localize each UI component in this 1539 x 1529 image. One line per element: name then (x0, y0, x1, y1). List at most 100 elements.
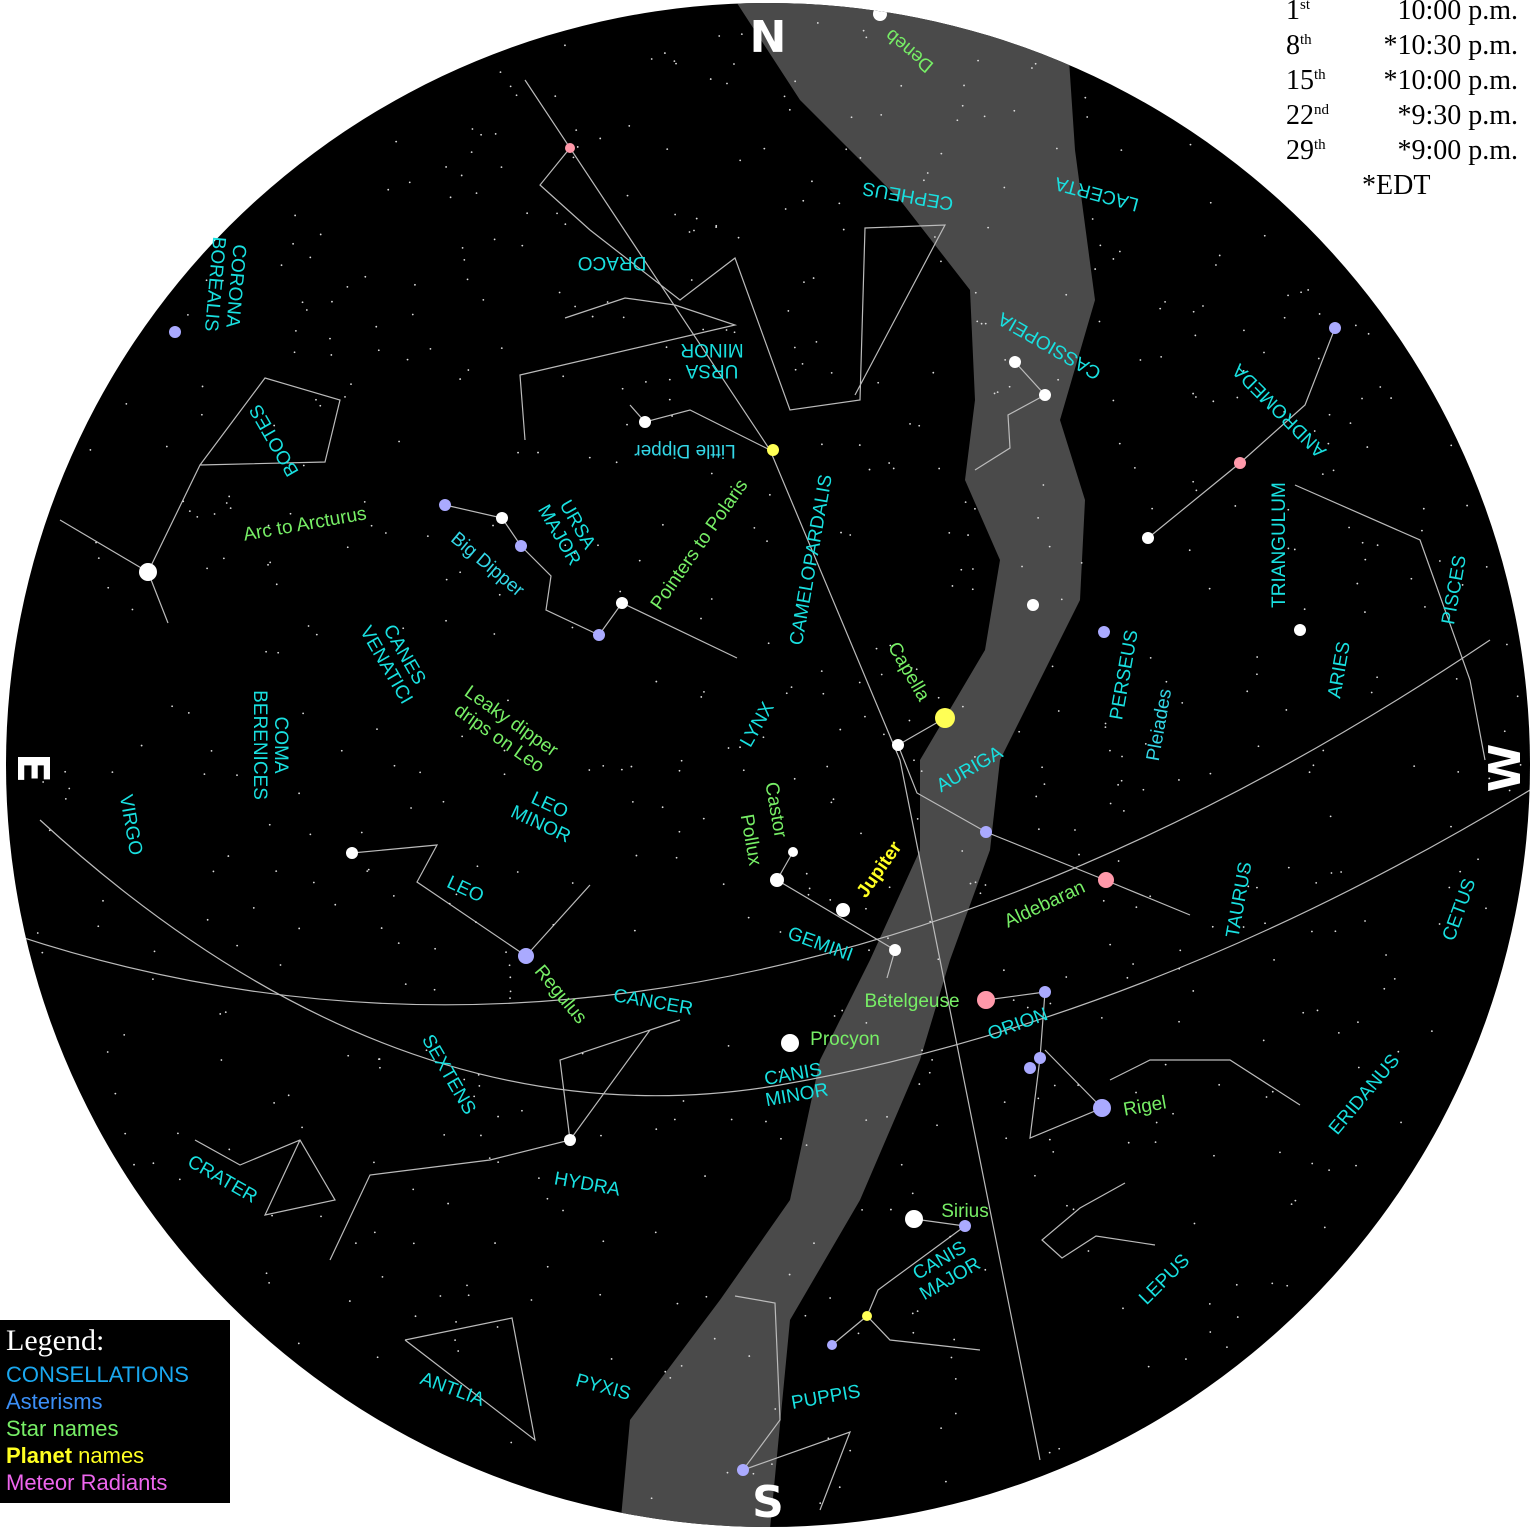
faint-star (832, 798, 835, 801)
faint-star (488, 1157, 491, 1160)
faint-star (445, 166, 448, 168)
time-row-time: *10:30 p.m. (1383, 30, 1518, 61)
faint-star (298, 927, 301, 930)
faint-star (1037, 828, 1040, 831)
faint-star (268, 823, 271, 826)
bright-star (862, 1311, 872, 1321)
faint-star (951, 585, 954, 587)
faint-star (546, 1265, 549, 1268)
faint-star (1356, 582, 1359, 585)
bright-star (346, 847, 358, 859)
time-note: *EDT (1362, 170, 1430, 201)
constellation-line (629, 404, 771, 451)
faint-star (494, 133, 497, 135)
faint-star (1422, 507, 1425, 510)
faint-star (419, 771, 422, 774)
faint-star (733, 63, 735, 65)
faint-star (1172, 1112, 1174, 1115)
faint-star (515, 94, 518, 97)
faint-star (301, 301, 304, 304)
faint-star (475, 921, 477, 924)
day: 8 (1286, 30, 1300, 61)
faint-star (602, 1240, 605, 1243)
faint-star (1195, 489, 1198, 492)
faint-star (521, 244, 524, 247)
faint-star (1287, 547, 1290, 550)
faint-star (1364, 920, 1366, 922)
faint-star (678, 830, 681, 833)
faint-star (900, 1163, 903, 1166)
faint-star (379, 1066, 381, 1069)
faint-star (363, 500, 366, 503)
faint-star (565, 1175, 568, 1178)
faint-star (1155, 1121, 1158, 1124)
faint-star (133, 1163, 135, 1166)
milky-way (620, 3, 1095, 1527)
faint-star (334, 903, 337, 906)
faint-star (1508, 789, 1511, 792)
faint-star (675, 62, 677, 65)
faint-star (319, 404, 322, 407)
faint-star (315, 633, 318, 636)
day-suffix: nd (1314, 102, 1330, 118)
faint-star (976, 320, 979, 323)
faint-star (1018, 730, 1021, 733)
faint-star (1127, 1141, 1130, 1144)
faint-star (297, 1342, 300, 1345)
bright-star (496, 512, 508, 524)
faint-star (454, 1339, 456, 1342)
faint-star (210, 749, 213, 752)
faint-star (674, 213, 677, 216)
faint-star (408, 181, 411, 184)
faint-star (476, 865, 479, 868)
faint-star (655, 1128, 658, 1131)
faint-star (1100, 1017, 1103, 1019)
faint-star (1060, 598, 1063, 601)
faint-star (273, 424, 276, 427)
faint-star (500, 166, 503, 169)
faint-star (89, 449, 92, 451)
faint-star (713, 1337, 716, 1340)
faint-star (509, 85, 512, 88)
faint-star (225, 502, 228, 504)
faint-star (205, 279, 208, 282)
bright-star (518, 948, 534, 964)
constellation-line (1041, 1182, 1156, 1259)
faint-star (1283, 316, 1286, 319)
legend-box (0, 1320, 230, 1503)
faint-star (571, 882, 574, 884)
faint-star (1283, 411, 1286, 413)
faint-star (1236, 1316, 1239, 1318)
day-suffix: th (1314, 67, 1326, 83)
legend-item: CONSELLATIONS (6, 1362, 189, 1387)
faint-star (1104, 726, 1107, 728)
constellation-line (404, 1317, 536, 1442)
faint-star (661, 523, 664, 526)
faint-star (1477, 858, 1479, 861)
faint-star (933, 236, 936, 238)
faint-star (911, 1192, 914, 1195)
bright-star (827, 1340, 837, 1350)
faint-star (1271, 1090, 1274, 1093)
faint-star (606, 301, 609, 303)
faint-star (1188, 549, 1191, 552)
faint-star (1055, 147, 1058, 150)
faint-star (794, 368, 797, 371)
faint-star (1048, 1451, 1051, 1454)
faint-star (470, 151, 473, 154)
faint-star (1109, 749, 1111, 752)
faint-star (748, 1355, 751, 1357)
bright-star (1009, 356, 1021, 368)
time-row-day: 29th (1286, 135, 1326, 166)
faint-star (932, 371, 935, 374)
faint-star (307, 625, 310, 627)
faint-star (571, 626, 574, 629)
faint-star (971, 588, 974, 591)
faint-star (1102, 899, 1105, 902)
map-label-line: BERENICES (249, 690, 270, 800)
map-label: Betelgeuse (864, 991, 959, 1012)
faint-star (804, 1314, 807, 1317)
faint-star (1042, 484, 1045, 486)
faint-star (1051, 665, 1054, 668)
faint-star (680, 759, 683, 762)
